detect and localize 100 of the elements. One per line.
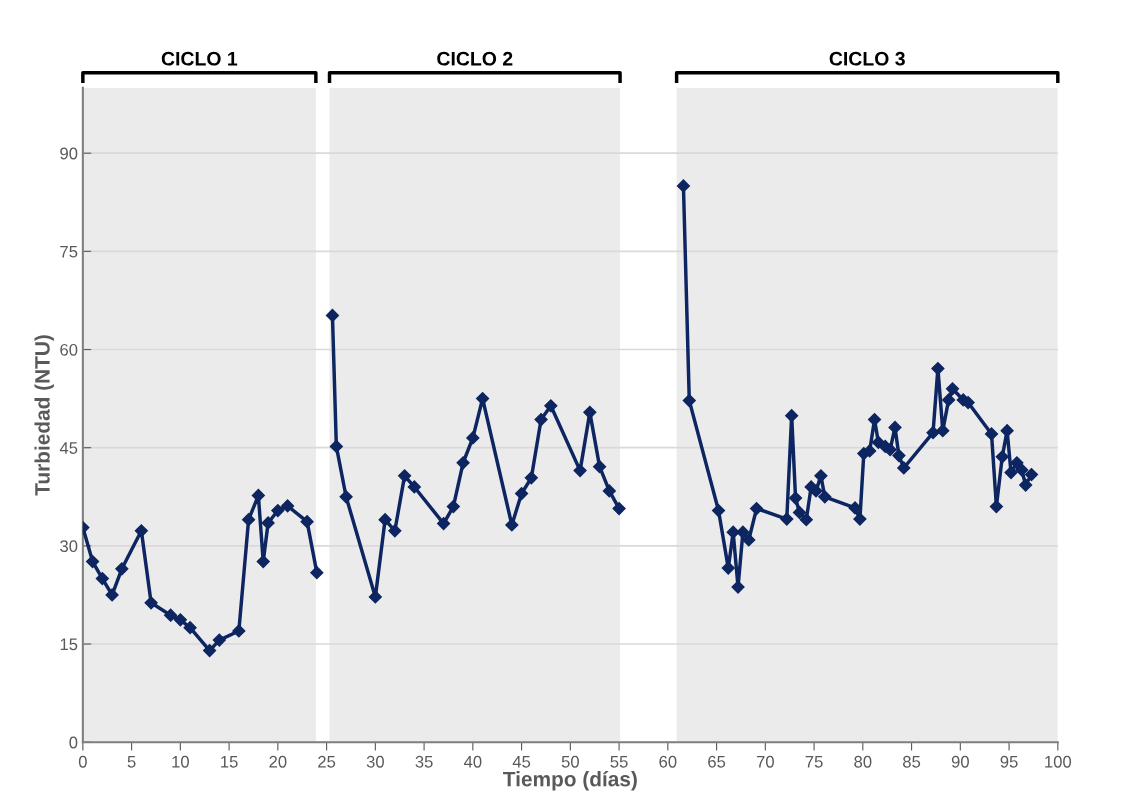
- point: [398, 469, 412, 483]
- point: [814, 469, 828, 483]
- point: [183, 621, 197, 635]
- point: [602, 484, 616, 498]
- point: [1000, 424, 1014, 438]
- point: [931, 361, 945, 376]
- x-tick-label: 95: [1000, 755, 1018, 768]
- point: [799, 513, 813, 527]
- point: [1024, 467, 1039, 482]
- point: [339, 490, 353, 504]
- point: [310, 566, 324, 580]
- y-tick-label: 15: [60, 638, 78, 651]
- point: [446, 500, 460, 514]
- x-tick-label: 90: [951, 755, 969, 768]
- point: [989, 500, 1003, 514]
- point: [711, 503, 726, 518]
- y-tick-label: 0: [69, 736, 78, 749]
- point: [863, 444, 877, 458]
- point: [256, 554, 270, 569]
- point: [325, 308, 340, 323]
- x-tick-label: 55: [610, 756, 628, 768]
- point: [271, 503, 285, 518]
- y-tick-label: 30: [60, 540, 78, 553]
- x-tick-label: 15: [221, 756, 238, 768]
- band-label: CICLO 3: [829, 51, 905, 66]
- x-tick-label: 35: [415, 755, 433, 768]
- point: [524, 471, 538, 485]
- point: [942, 393, 956, 407]
- point: [721, 561, 735, 575]
- point: [731, 580, 745, 594]
- y-tick-label: 60: [60, 343, 78, 356]
- point: [95, 572, 109, 586]
- point: [676, 179, 691, 193]
- y-tick-label: 75: [60, 245, 78, 258]
- point: [897, 461, 911, 475]
- point: [232, 624, 246, 638]
- point: [378, 513, 392, 527]
- point: [892, 448, 906, 463]
- point: [437, 517, 451, 531]
- point: [1004, 465, 1018, 480]
- x-tick-label: 60: [659, 755, 677, 768]
- point: [792, 505, 807, 520]
- x-tick-label: 25: [318, 755, 336, 768]
- point: [329, 439, 343, 453]
- point: [86, 554, 100, 569]
- y-tick-label: 45: [59, 442, 78, 454]
- point: [261, 516, 275, 530]
- point: [788, 491, 803, 505]
- y-axis-title: Turbiedad (NTU): [34, 335, 54, 496]
- point: [936, 424, 950, 438]
- point: [281, 499, 295, 513]
- point: [300, 515, 314, 529]
- x-tick-label: 85: [903, 755, 921, 768]
- point: [212, 633, 226, 647]
- point: [134, 524, 148, 538]
- point: [466, 431, 480, 445]
- point: [785, 409, 799, 423]
- point: [505, 518, 519, 532]
- point: [945, 382, 960, 396]
- point: [818, 490, 832, 504]
- x-tick-label: 75: [805, 756, 823, 768]
- point: [583, 405, 597, 419]
- x-tick-label: 65: [708, 755, 726, 768]
- point: [780, 512, 794, 526]
- x-tick-label: 10: [172, 755, 189, 768]
- x-tick-label: 100: [1045, 755, 1072, 768]
- point: [749, 501, 764, 516]
- x-tick-label: 5: [127, 756, 136, 768]
- point: [544, 399, 558, 413]
- x-tick-label: 30: [366, 755, 384, 768]
- point: [456, 456, 470, 470]
- x-tick-label: 50: [561, 755, 579, 768]
- point: [682, 393, 696, 408]
- point: [515, 486, 529, 501]
- x-tick-label: 45: [512, 756, 531, 768]
- x-tick-label: 70: [756, 755, 774, 768]
- point: [612, 501, 626, 516]
- x-tick-label: 20: [269, 755, 287, 768]
- band-label: CICLO 1: [161, 51, 238, 66]
- point: [203, 643, 217, 658]
- point: [742, 533, 756, 547]
- point: [573, 464, 587, 478]
- point: [926, 426, 940, 440]
- point: [173, 613, 187, 627]
- band-label: CICLO 2: [437, 51, 513, 66]
- x-axis-title: Tiempo (días): [503, 770, 637, 791]
- point: [984, 427, 999, 441]
- point: [388, 524, 402, 538]
- point: [1015, 463, 1029, 477]
- point: [164, 608, 178, 622]
- point: [853, 512, 867, 526]
- x-tick-label: 80: [854, 755, 872, 768]
- point: [995, 450, 1009, 464]
- point: [242, 513, 256, 527]
- point: [1019, 478, 1033, 492]
- x-tick-label: 40: [463, 755, 482, 768]
- x-tick-label: 0: [78, 755, 87, 768]
- point: [368, 590, 382, 604]
- point: [144, 596, 158, 610]
- point: [115, 562, 129, 576]
